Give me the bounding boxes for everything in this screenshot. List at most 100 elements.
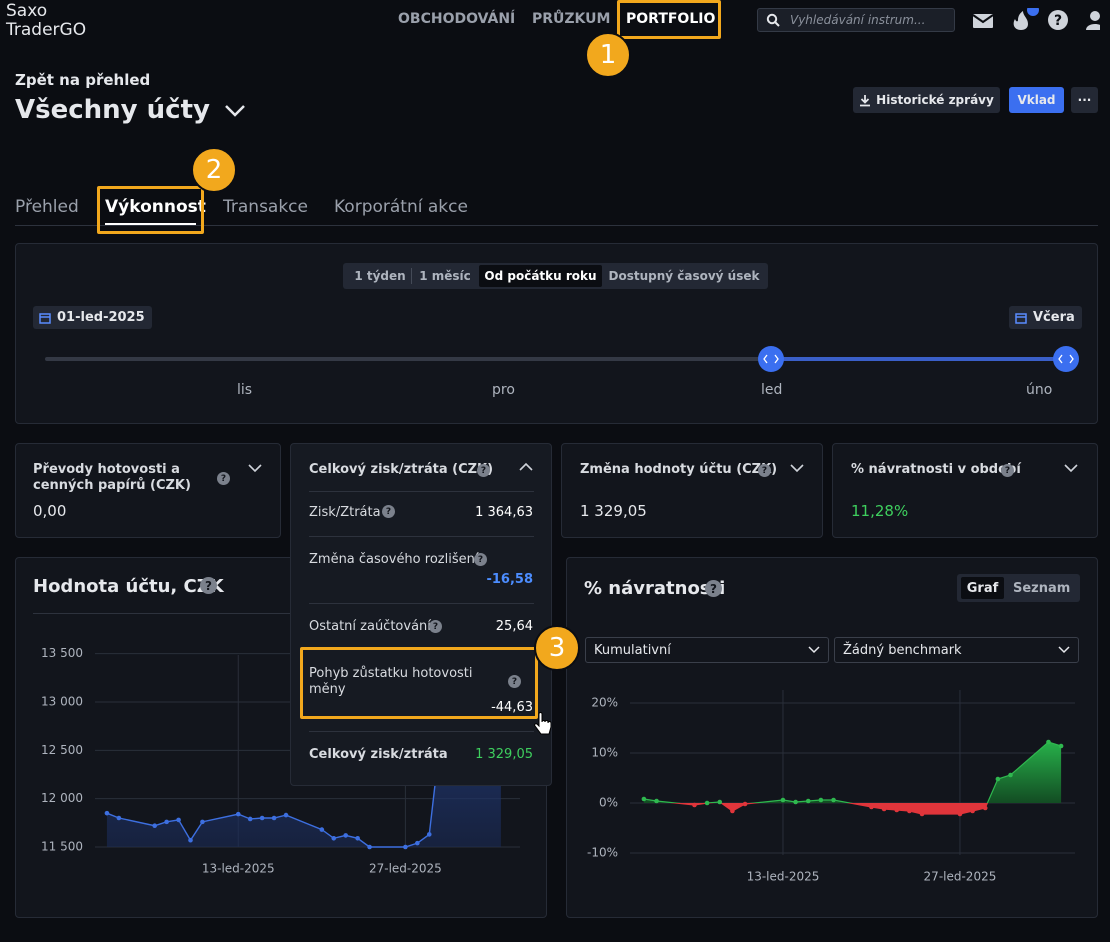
help-icon[interactable]: ? [200,577,217,594]
annotation-badge: 3 [534,625,580,671]
point [319,827,325,832]
point [343,833,349,838]
chevron [519,462,533,471]
point [881,806,887,812]
search-placeholder: Vyhledávání instrum... [790,13,926,27]
tab[interactable]: Transakce [223,197,308,217]
y-tick-label: 20% [591,696,618,710]
tab[interactable]: Korporátní akce [334,197,468,217]
button[interactable]: ··· [1071,87,1098,113]
row-label: Pohyb zůstatku hotovosti měny [309,666,473,697]
user-icon[interactable] [1086,11,1100,30]
point [271,815,277,821]
segment[interactable]: Dostupný časový úsek [608,269,760,283]
point [403,844,408,850]
slider-handle[interactable] [1053,346,1079,372]
x-tick-label: 27-led-2025 [369,862,442,876]
help-icon[interactable]: ? [508,675,521,688]
chevron [808,646,820,654]
help-icon[interactable]: ? [429,620,442,633]
month-label: lis [237,382,253,398]
page-title[interactable]: Všechny účty [15,95,247,125]
point [717,799,723,805]
card-title: Celkový zisk/ztráta (CZK) [309,462,494,477]
point [188,837,193,843]
search-box[interactable]: Vyhledávání instrum... [757,8,955,32]
date-chip[interactable]: 01-led-2025 [33,306,152,329]
card[interactable]: Změna hodnoty účtu (CZK) ? 1 329,05 [561,443,823,538]
back-link[interactable]: Zpět na přehled [15,71,151,89]
point [247,816,253,822]
toggle-option[interactable]: Graf [961,577,1004,599]
select-label: Kumulativní [594,642,671,658]
slider-range [771,357,1066,361]
separator [309,536,534,537]
slider-handle[interactable] [758,346,784,372]
flame-icon[interactable] [1013,8,1039,30]
month-label: úno [1026,382,1053,398]
tab[interactable]: Přehled [15,197,79,217]
help-icon[interactable]: ? [382,505,395,518]
y-tick-label: 13 500 [41,646,83,660]
y-tick-label: 11 500 [41,840,83,854]
highlight-box [300,647,538,719]
row-label: Ostatní zaúčtování [309,619,431,634]
segment[interactable]: 1 týden [354,269,406,283]
point [331,836,337,841]
logo[interactable]: Saxo TraderGO [6,2,86,40]
button[interactable]: Historické zprávy [853,87,1000,113]
help-icon[interactable]: ? [1048,10,1068,30]
button[interactable]: Vklad [1009,87,1064,113]
help-icon[interactable]: ? [1001,464,1014,477]
point [780,797,786,803]
toggle-option[interactable]: Seznam [1013,581,1071,596]
highlight-box [97,186,204,234]
total-value: 1 329,05 [475,747,533,762]
page-title-text: Všechny účty [15,95,210,125]
y-tick-label: 13 000 [41,695,83,709]
y-tick-label: 12 500 [41,743,83,757]
segment-divider [411,268,412,284]
help-icon[interactable]: ? [217,472,230,485]
row-label: Zisk/Ztráta [309,505,381,520]
point [415,840,420,846]
point [805,798,811,804]
segment[interactable]: 1 měsíc [419,269,471,283]
point [869,804,874,810]
row-label: Změna časového rozlišení [309,552,479,567]
card-expanded[interactable]: Celkový zisk/ztráta (CZK) ? Zisk/Ztráta … [290,443,552,786]
select[interactable]: Žádný benchmark [834,637,1079,663]
help-icon[interactable]: ? [474,553,487,566]
card[interactable]: % návratnosti v období ? 11,28% [832,443,1098,538]
help-icon[interactable]: ? [758,464,771,477]
date-chip[interactable]: Včera [1009,306,1082,329]
x-tick-label: 27-led-2025 [924,870,997,884]
chart-title: % návratnosti [584,578,726,599]
nav-item[interactable]: OBCHODOVÁNÍ [398,11,516,27]
point [116,815,122,821]
y-tick-label: 0% [599,796,618,810]
nav-item[interactable]: PORTFOLIO [626,11,716,27]
segment[interactable]: Od počátku roku [479,265,602,287]
date-label: Včera [1033,310,1075,325]
card-title: Změna hodnoty účtu (CZK) [580,462,778,477]
card[interactable]: Převody hotovosti a cenných papírů (CZK)… [15,443,281,538]
month-label: pro [492,382,515,398]
point [742,801,748,807]
point [200,819,205,825]
point [654,798,659,804]
point [235,811,241,817]
cursor [534,712,552,735]
select[interactable]: Kumulativní [585,637,829,663]
tab[interactable]: Výkonnost [105,197,206,217]
chart-title: Hodnota účtu, CZK [33,576,224,597]
point [894,807,900,813]
point [818,797,824,803]
help-icon[interactable]: ? [477,464,490,477]
help-icon[interactable]: ? [705,580,722,597]
mail-icon[interactable] [972,14,994,28]
nav-item[interactable]: PRŮZKUM [532,11,611,27]
range-slider[interactable] [0,340,1110,380]
point [367,844,372,850]
